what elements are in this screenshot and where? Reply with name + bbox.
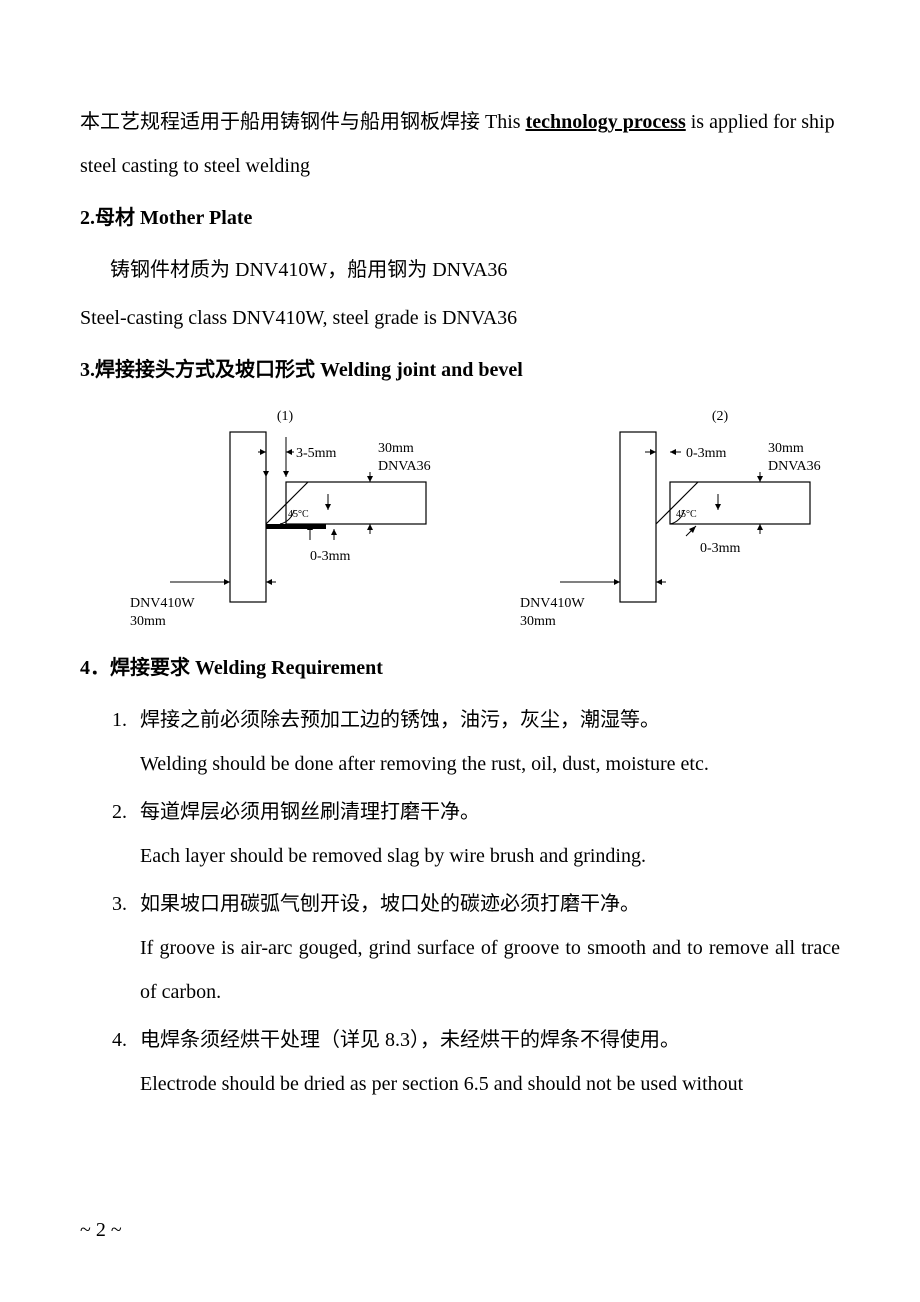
req-zh: 每道焊层必须用钢丝刷清理打磨干净。: [140, 801, 480, 823]
diag1-topgap: 3-5mm: [296, 446, 337, 461]
req-zh: 如果坡口用碳弧气刨开设，坡口处的碳迹必须打磨干净。: [140, 893, 640, 915]
req-en: If groove is air-arc gouged, grind surfa…: [140, 926, 840, 1014]
diag1-r2: DNVA36: [378, 459, 431, 474]
intro-zh: 本工艺规程适用于船用铸钢件与船用钢板焊接 This: [80, 111, 526, 133]
diagram-2: (2) 45°C 0-3mm 30mm DNVA36: [500, 402, 850, 636]
diag2-lb2: 30mm: [520, 614, 556, 629]
diag1-label: (1): [277, 409, 294, 424]
page-number: ~ 2 ~: [80, 1208, 122, 1252]
req-item: 电焊条须经烘干处理（详见 8.3），未经烘干的焊条不得使用。 Electrode…: [140, 1018, 840, 1106]
diagram-1: (1) 45°C 3-5mm 30mm DNVA36: [110, 402, 460, 636]
diag2-r1: 30mm: [768, 441, 804, 456]
diag1-lb2: 30mm: [130, 614, 166, 629]
section3-heading: 3.焊接接头方式及坡口形式 Welding joint and bevel: [80, 348, 840, 392]
req-en: Each layer should be removed slag by wir…: [140, 834, 840, 878]
diag1-r1: 30mm: [378, 441, 414, 456]
requirements-list: 焊接之前必须除去预加工边的锈蚀，油污，灰尘，潮湿等。 Welding shoul…: [80, 698, 840, 1106]
diag2-lb1: DNV410W: [520, 596, 585, 611]
req-item: 焊接之前必须除去预加工边的锈蚀，油污，灰尘，潮湿等。 Welding shoul…: [140, 698, 840, 786]
section2-zh: 铸钢件材质为 DNV410W，船用钢为 DNVA36: [80, 248, 840, 292]
section2-en: Steel-casting class DNV410W, steel grade…: [80, 296, 840, 340]
diag1-botgap: 0-3mm: [310, 549, 351, 564]
req-item: 每道焊层必须用钢丝刷清理打磨干净。 Each layer should be r…: [140, 790, 840, 878]
diag2-botgap: 0-3mm: [700, 541, 741, 556]
req-en: Electrode should be dried as per section…: [140, 1062, 840, 1106]
tech-process-link[interactable]: technology process: [526, 111, 686, 133]
diag2-r2: DNVA36: [768, 459, 821, 474]
diag2-angle: 45°C: [676, 509, 697, 520]
diag1-lb1: DNV410W: [130, 596, 195, 611]
intro-paragraph: 本工艺规程适用于船用铸钢件与船用钢板焊接 This technology pro…: [80, 100, 840, 188]
diag2-topgap: 0-3mm: [686, 446, 727, 461]
req-item: 如果坡口用碳弧气刨开设，坡口处的碳迹必须打磨干净。 If groove is a…: [140, 882, 840, 1014]
section2-heading: 2.母材 Mother Plate: [80, 196, 840, 240]
diag2-label: (2): [712, 409, 729, 424]
diagram-container: (1) 45°C 3-5mm 30mm DNVA36: [110, 402, 840, 636]
req-zh: 电焊条须经烘干处理（详见 8.3），未经烘干的焊条不得使用。: [140, 1029, 680, 1051]
req-zh: 焊接之前必须除去预加工边的锈蚀，油污，灰尘，潮湿等。: [140, 709, 660, 731]
req-en: Welding should be done after removing th…: [140, 742, 840, 786]
section4-heading: 4．焊接要求 Welding Requirement: [80, 646, 840, 690]
diag1-angle: 45°C: [288, 509, 309, 520]
